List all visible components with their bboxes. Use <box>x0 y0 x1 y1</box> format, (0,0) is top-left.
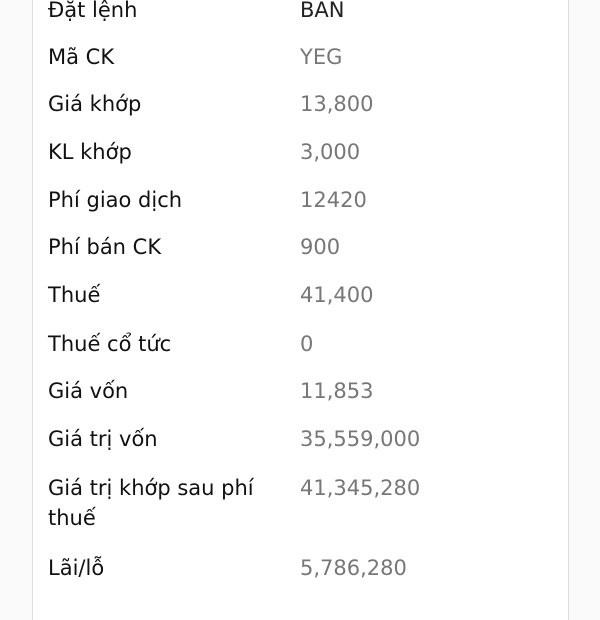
row-value: 41,345,280 <box>300 476 421 500</box>
row-value: YEG <box>300 45 343 69</box>
row-label: Giá khớp <box>48 92 142 116</box>
row-value: 12420 <box>300 188 367 212</box>
row-value: BÁN <box>300 0 345 22</box>
row-label: Phí bán CK <box>48 235 162 259</box>
row-label: Thuế cổ tức <box>48 332 172 356</box>
row-value: 13,800 <box>300 92 374 116</box>
row-value: 900 <box>300 235 341 259</box>
row-label: Mã CK <box>48 45 115 69</box>
row-label: Phí giao dịch <box>48 188 183 212</box>
order-detail-card <box>32 0 569 620</box>
row-value: 35,559,000 <box>300 427 421 451</box>
row-label: KL khớp <box>48 140 132 164</box>
row-label: Đặt lệnh <box>48 0 138 22</box>
row-label: Giá vốn <box>48 379 129 403</box>
row-value: 0 <box>300 332 314 356</box>
row-label: Giá trị vốn <box>48 427 158 451</box>
row-value: 11,853 <box>300 379 374 403</box>
row-label: Giá trị khớp sau phí thuế <box>48 476 254 530</box>
row-label: Thuế <box>48 283 101 307</box>
row-label: Lãi/lỗ <box>48 556 105 580</box>
row-value: 3,000 <box>300 140 361 164</box>
row-value: 5,786,280 <box>300 556 407 580</box>
row-value: 41,400 <box>300 283 374 307</box>
